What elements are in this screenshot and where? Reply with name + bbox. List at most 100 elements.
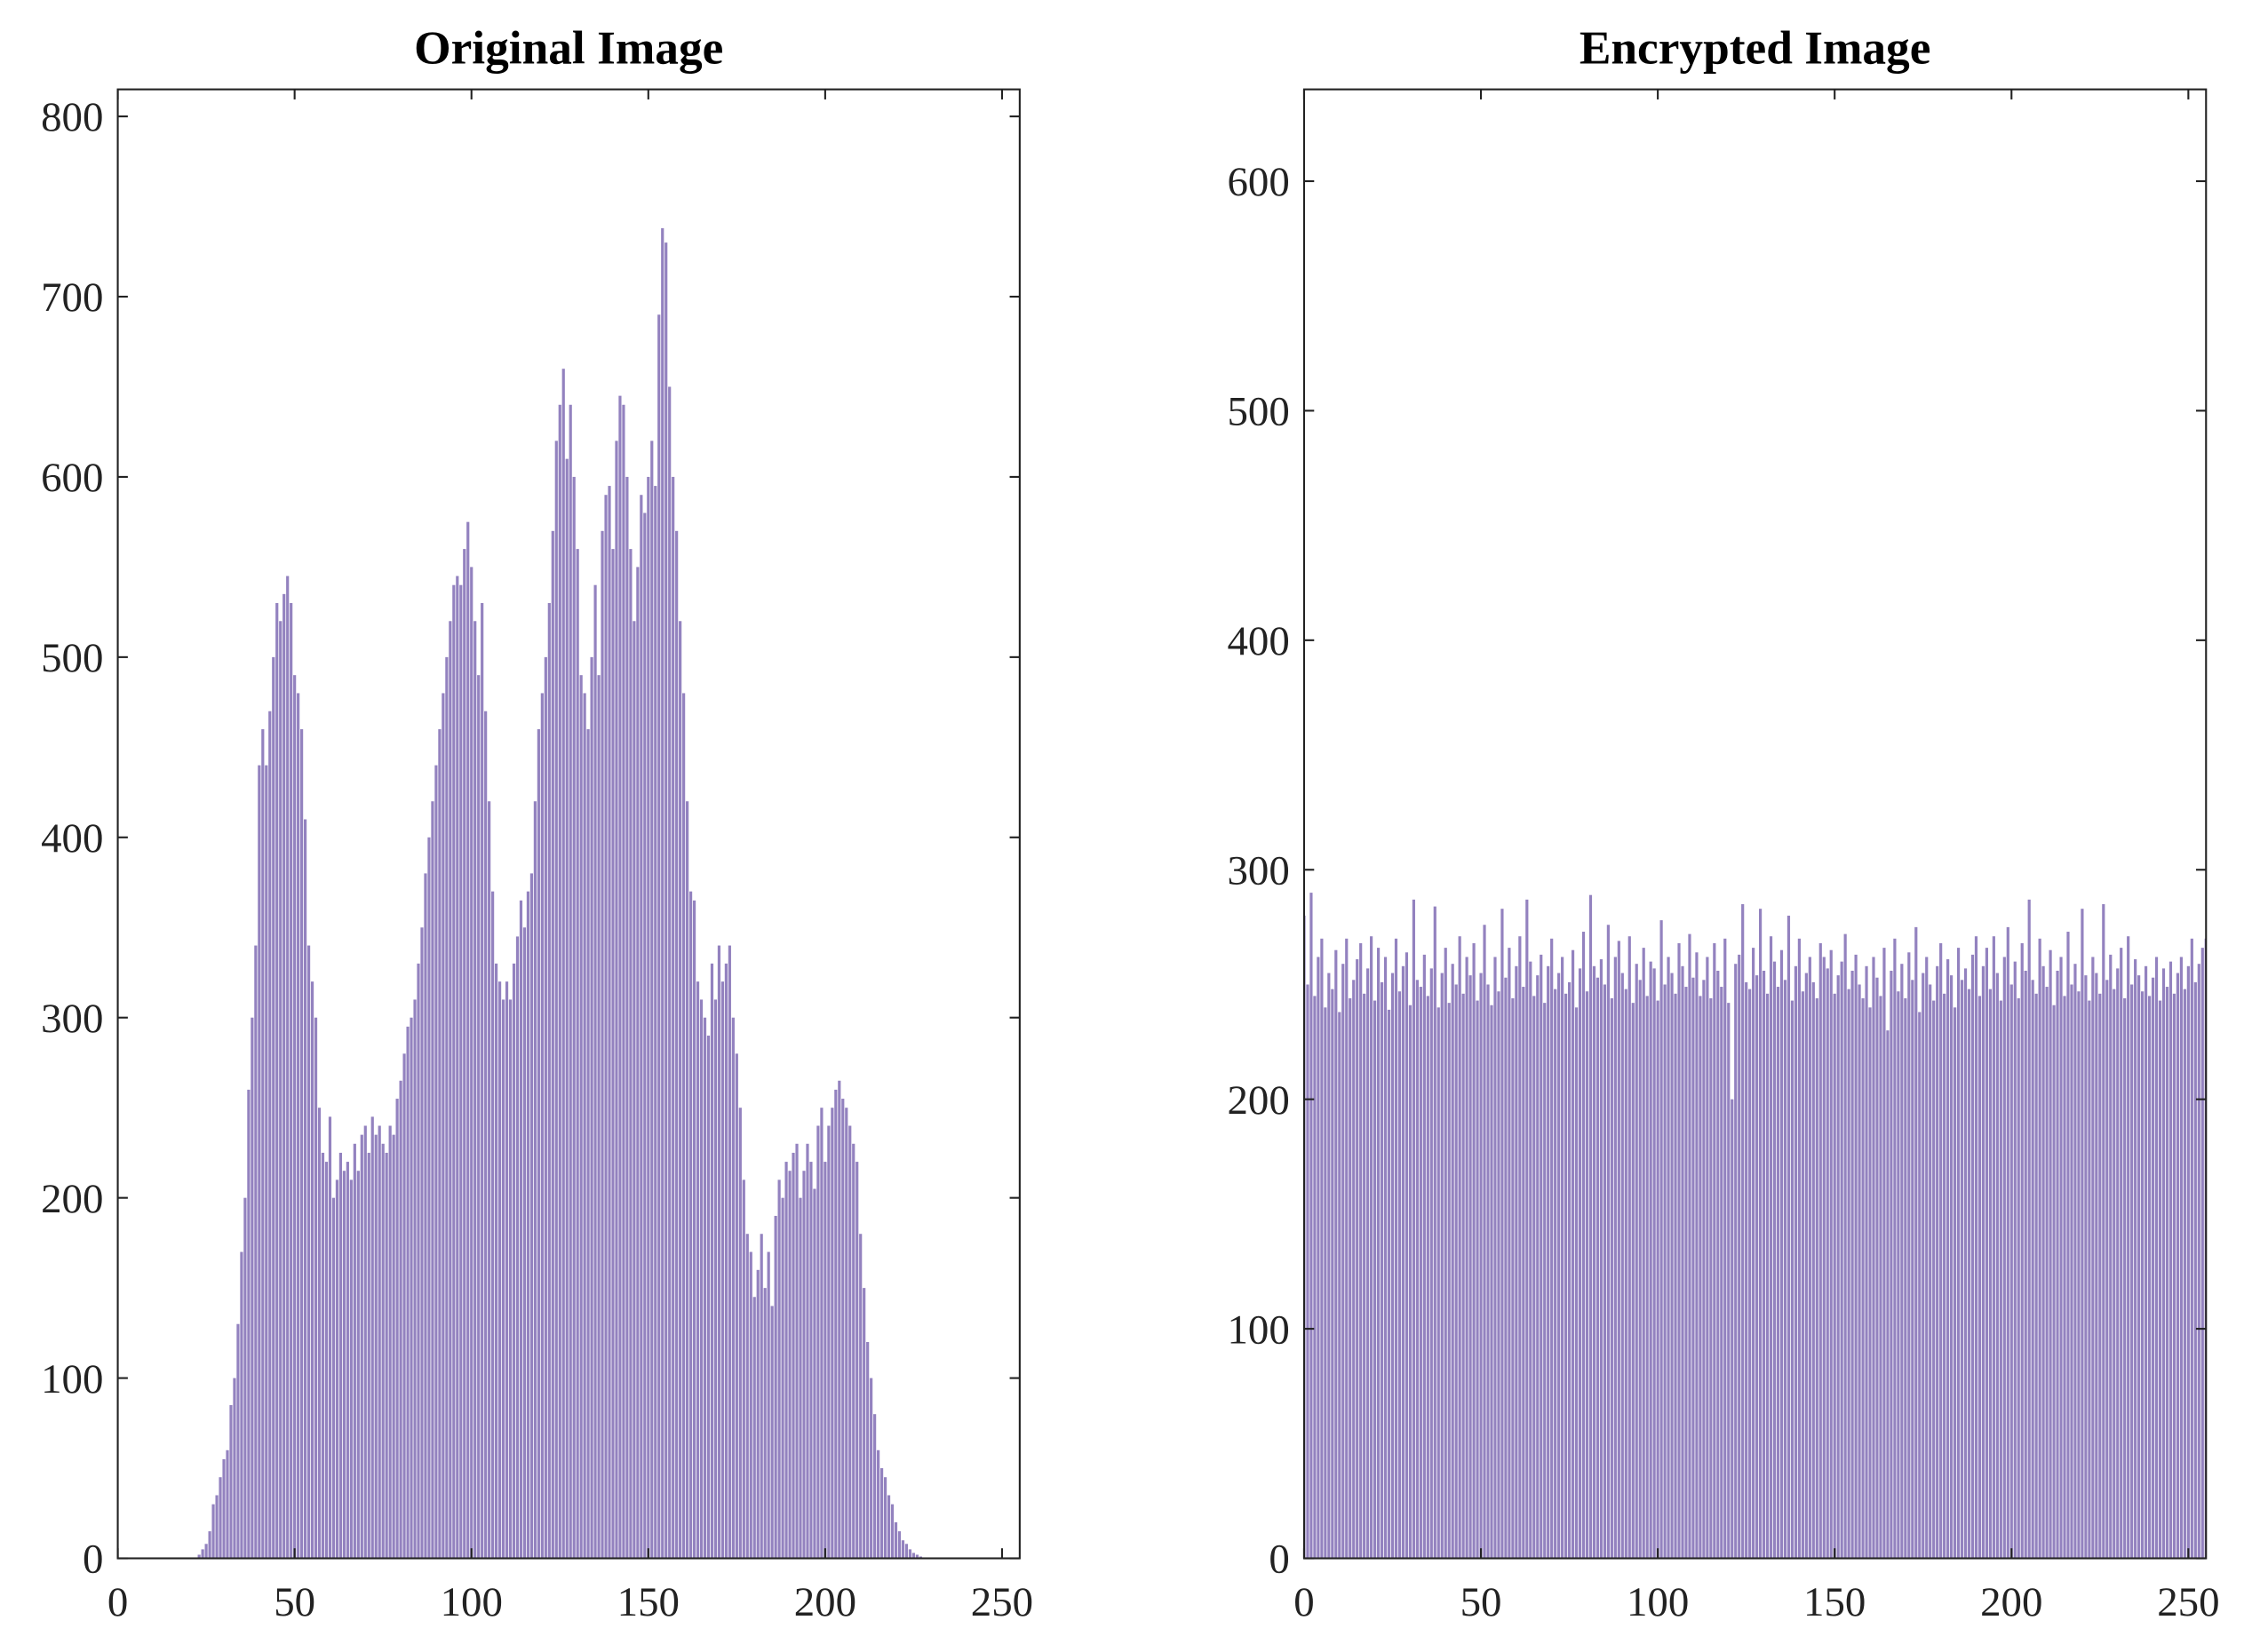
bar bbox=[1794, 965, 1797, 1559]
bar bbox=[321, 1152, 325, 1559]
bar bbox=[508, 999, 513, 1559]
bar bbox=[456, 576, 459, 1559]
bar bbox=[866, 1342, 870, 1559]
bar bbox=[1638, 980, 1642, 1559]
bar bbox=[1914, 926, 1918, 1559]
bar bbox=[622, 404, 625, 1559]
bar bbox=[1557, 973, 1561, 1559]
bar bbox=[1762, 970, 1766, 1559]
bar bbox=[2120, 948, 2123, 1559]
bar bbox=[417, 963, 420, 1559]
bar bbox=[1875, 977, 1879, 1559]
bar bbox=[688, 891, 693, 1559]
bar bbox=[838, 1080, 841, 1559]
bar bbox=[1567, 981, 1572, 1559]
bar bbox=[1797, 938, 1801, 1559]
bar bbox=[370, 1116, 374, 1559]
bar bbox=[724, 963, 728, 1559]
bar bbox=[1974, 936, 1978, 1559]
bar bbox=[1826, 968, 1829, 1559]
bar bbox=[820, 1108, 824, 1559]
bar bbox=[848, 1125, 852, 1559]
x-tick-label: 250 bbox=[971, 1579, 1033, 1625]
y-tick-label: 800 bbox=[41, 94, 103, 140]
bar bbox=[297, 693, 300, 1559]
bar bbox=[1412, 899, 1415, 1559]
bar bbox=[1886, 1030, 1890, 1559]
x-tick-label: 50 bbox=[274, 1579, 315, 1625]
bar bbox=[1684, 987, 1688, 1559]
bar bbox=[1338, 1012, 1341, 1559]
bar bbox=[547, 602, 551, 1559]
bar bbox=[2027, 899, 2031, 1559]
bar bbox=[286, 576, 290, 1559]
bar bbox=[1613, 957, 1617, 1559]
bar bbox=[855, 1162, 859, 1559]
bar bbox=[2134, 959, 2137, 1559]
bar bbox=[781, 1197, 784, 1559]
bar bbox=[1659, 920, 1663, 1559]
bar bbox=[672, 476, 675, 1559]
bar bbox=[1649, 961, 1652, 1559]
bar bbox=[852, 1143, 855, 1559]
x-tick-label: 200 bbox=[794, 1579, 856, 1625]
bar bbox=[1960, 980, 1964, 1559]
y-tick-label: 400 bbox=[41, 815, 103, 862]
bar bbox=[841, 1099, 845, 1559]
y-tick-label: 300 bbox=[1227, 847, 1289, 894]
bar bbox=[1695, 952, 1699, 1559]
bar bbox=[268, 711, 272, 1559]
bar bbox=[1451, 964, 1454, 1559]
bar bbox=[1843, 933, 1847, 1559]
bar bbox=[806, 1143, 809, 1559]
bar bbox=[1345, 938, 1349, 1559]
bar bbox=[1620, 973, 1624, 1559]
bar bbox=[526, 891, 530, 1559]
bar bbox=[1490, 1005, 1493, 1559]
panel: Original Image 0 50 100 150 200 250 0 100 200 300 4… bbox=[41, 21, 1033, 1626]
bar bbox=[533, 801, 537, 1559]
y-tick-label: 700 bbox=[41, 274, 103, 321]
bar bbox=[2066, 932, 2070, 1559]
bar bbox=[402, 1053, 406, 1559]
bar bbox=[1727, 1003, 1731, 1559]
bar bbox=[894, 1521, 898, 1559]
bar bbox=[593, 584, 597, 1559]
bar bbox=[470, 567, 473, 1559]
bar bbox=[1327, 973, 1331, 1559]
bar bbox=[1461, 993, 1465, 1559]
bar bbox=[1943, 993, 1946, 1559]
bar bbox=[679, 621, 682, 1559]
bar bbox=[1511, 997, 1515, 1559]
bar bbox=[381, 1143, 385, 1559]
bar bbox=[314, 1017, 318, 1559]
bar bbox=[2144, 965, 2148, 1559]
bar bbox=[554, 441, 558, 1559]
bar bbox=[1932, 1000, 1936, 1559]
bar bbox=[1779, 949, 1784, 1559]
bar bbox=[788, 1171, 792, 1559]
bar bbox=[647, 476, 650, 1559]
bar bbox=[215, 1495, 219, 1559]
bar bbox=[222, 1458, 226, 1559]
bar bbox=[1390, 973, 1395, 1559]
bar bbox=[1500, 909, 1504, 1559]
bar bbox=[1900, 964, 1904, 1559]
bar bbox=[1397, 991, 1402, 1559]
bar bbox=[597, 675, 601, 1559]
bar bbox=[1741, 904, 1745, 1559]
bar bbox=[1588, 894, 1593, 1559]
bar bbox=[749, 1251, 752, 1559]
bar bbox=[2154, 957, 2159, 1559]
bar bbox=[586, 729, 590, 1559]
bar bbox=[720, 981, 725, 1559]
bar bbox=[1922, 973, 1925, 1559]
bar bbox=[2077, 991, 2081, 1559]
bar bbox=[2190, 938, 2193, 1559]
bar bbox=[1758, 909, 1763, 1559]
bar bbox=[1592, 965, 1596, 1559]
bar bbox=[1595, 977, 1600, 1559]
bar bbox=[1356, 959, 1359, 1559]
y-tick-label: 300 bbox=[41, 996, 103, 1042]
bar bbox=[1532, 996, 1536, 1559]
